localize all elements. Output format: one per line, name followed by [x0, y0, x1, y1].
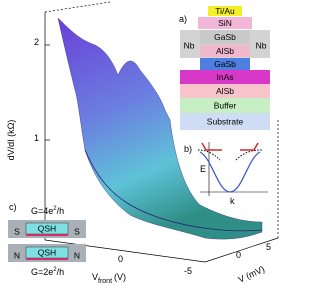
panel-c: c) G=4e2/h S QSH S N QSH N G=2e2/h	[8, 202, 86, 277]
layer: GaSb	[214, 59, 236, 69]
momentum-label: k	[230, 196, 235, 206]
surface-ridge	[84, 149, 263, 232]
surface	[57, 17, 263, 240]
layer: AlSb	[216, 46, 234, 56]
region: QSH	[38, 247, 56, 257]
contact: N	[74, 250, 80, 260]
x-label-sub: front	[98, 278, 112, 285]
panel-a: a) Ti/Au SiN Nb Nb GaSb AlSb GaSb InAs A…	[179, 6, 270, 130]
panel-label: b)	[184, 144, 192, 154]
region: QSH	[38, 223, 56, 233]
y-label: V (mV)	[237, 264, 267, 285]
g-post: /h	[57, 267, 65, 277]
g-sup: 2	[53, 206, 57, 212]
x-label-unit: (V)	[114, 272, 126, 282]
layer: InAs	[216, 72, 233, 82]
contact: S	[14, 226, 20, 236]
contact: N	[14, 250, 20, 260]
z-tick: 1	[34, 133, 39, 143]
panel-label: a)	[179, 14, 187, 24]
layer: Buffer	[214, 100, 237, 110]
layer: SiN	[218, 18, 232, 28]
y-tick: 0	[236, 250, 241, 260]
g-sup: 2	[53, 267, 57, 273]
g-pre: G=2e	[31, 267, 53, 277]
x-label-main: V	[92, 272, 98, 282]
layer: GaSb	[214, 32, 236, 42]
panel-label: c)	[9, 202, 17, 212]
layer: Substrate	[207, 116, 244, 126]
energy-label: E	[200, 164, 206, 174]
contact: S	[74, 226, 80, 236]
panel-b: b) E k	[184, 142, 268, 206]
conductance: G=2e2/h	[31, 267, 64, 277]
y-tick: 5	[266, 242, 271, 252]
z-tick: 2	[34, 37, 39, 47]
x-label: Vfront (V)	[92, 272, 126, 285]
layer: AlSb	[216, 86, 234, 96]
x-tick: 0	[118, 254, 123, 264]
x-tick: -5	[184, 266, 192, 276]
z-label: dV/dI (kΩ)	[6, 120, 16, 161]
g-pre: G=4e	[31, 206, 53, 216]
contact: Nb	[256, 40, 267, 50]
g-post: /h	[57, 206, 65, 216]
conductance: G=4e2/h	[31, 206, 64, 216]
contact: Nb	[184, 40, 195, 50]
layer: Ti/Au	[215, 6, 235, 16]
axes-box	[44, 1, 279, 263]
